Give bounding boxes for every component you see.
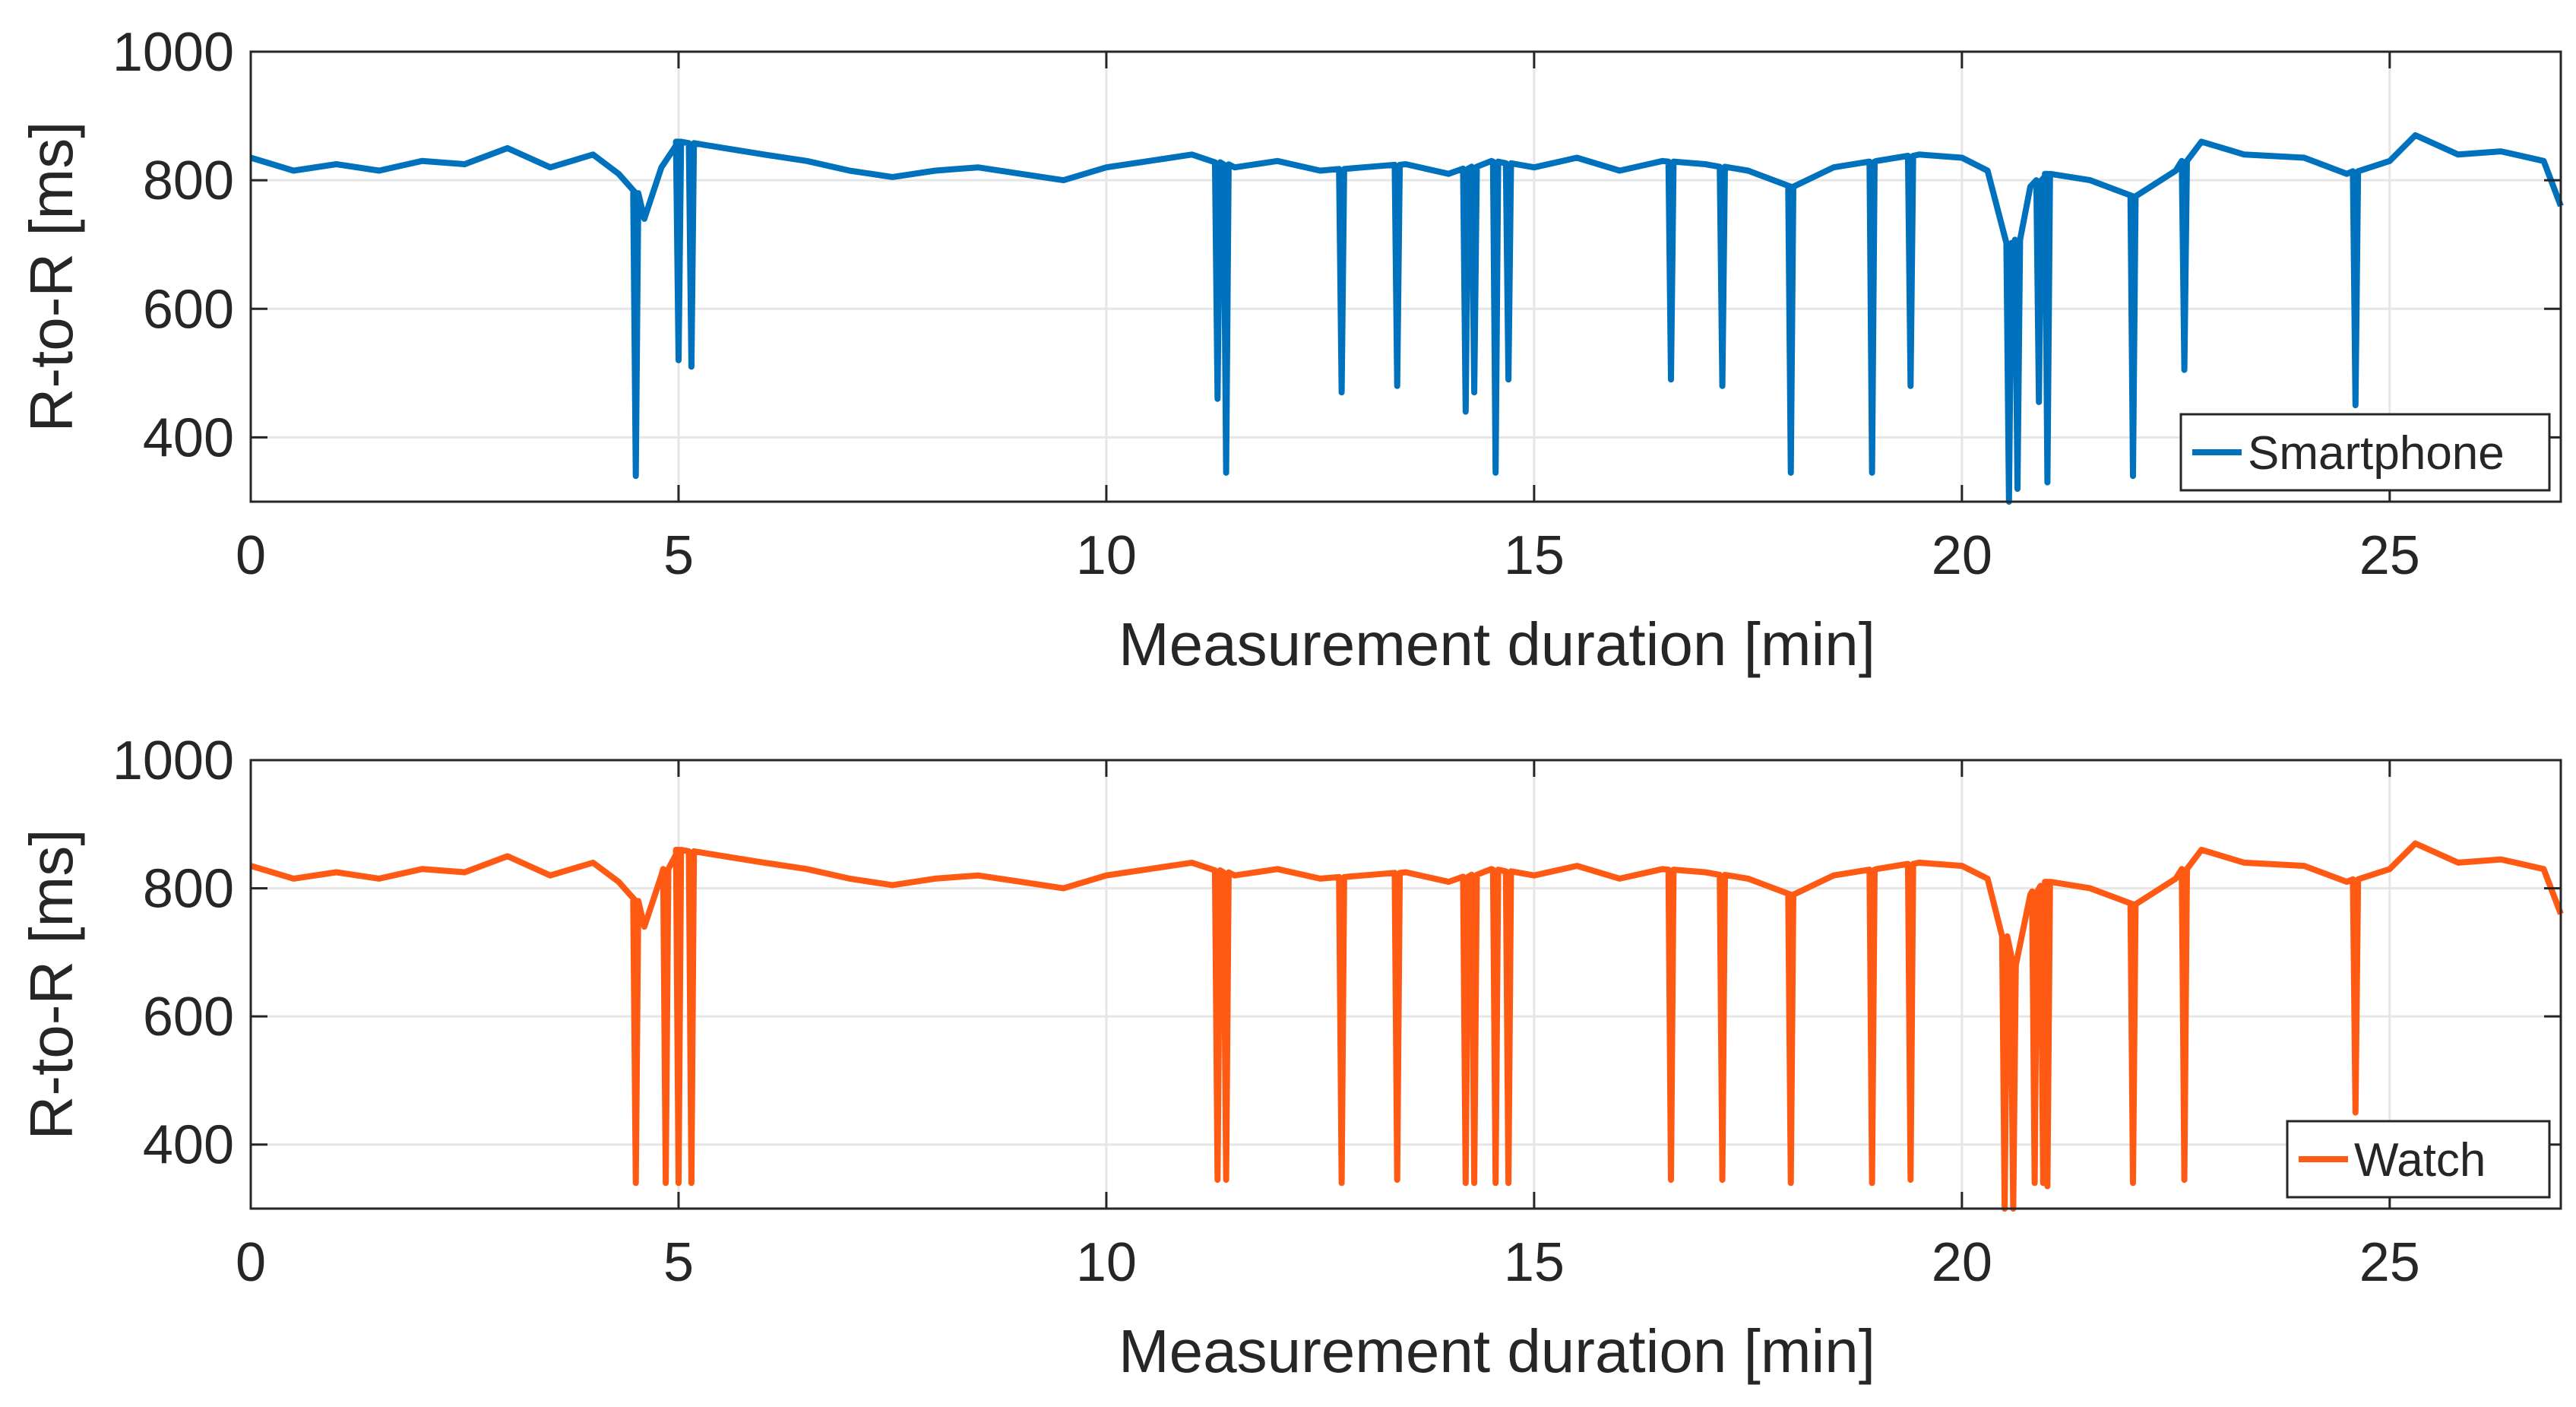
x-axis-label: Measurement duration [min] xyxy=(1119,1317,1875,1385)
spike-point xyxy=(2355,404,2356,406)
spike-point xyxy=(1670,379,1672,380)
spike-point xyxy=(2046,482,2048,483)
spike-point xyxy=(1473,391,1475,393)
spike-point xyxy=(1465,1182,1467,1184)
x-tick-label: 15 xyxy=(1504,525,1565,586)
x-tick-label: 20 xyxy=(1932,525,1992,586)
y-tick-label: 600 xyxy=(143,987,234,1047)
x-tick-label: 5 xyxy=(663,525,694,586)
x-tick-label: 25 xyxy=(2359,525,2420,586)
x-tick-label: 20 xyxy=(1932,1232,1992,1293)
spike-point xyxy=(1910,385,1911,387)
spike-point xyxy=(635,475,637,477)
x-tick-label: 5 xyxy=(663,1232,694,1293)
legend-label: Smartphone xyxy=(2248,427,2505,480)
smartphone-panel: 0 5 10 15 20 25 400 600 800 1000 Measurement durat… xyxy=(17,22,2564,678)
spike-point xyxy=(2046,1186,2048,1187)
spike-point xyxy=(1341,391,1343,393)
spike-point xyxy=(2034,1182,2036,1184)
legend-box xyxy=(2179,413,2551,492)
y-tick-label: 1000 xyxy=(112,22,234,83)
axes-box xyxy=(249,759,2562,1210)
y-tick-label: 600 xyxy=(143,279,234,340)
spike-point xyxy=(2017,488,2018,490)
x-tick-label: 15 xyxy=(1504,1232,1565,1293)
spike-point xyxy=(678,1182,679,1184)
spike-point xyxy=(2132,475,2134,477)
y-tick-label: 800 xyxy=(143,859,234,920)
x-tick-label: 25 xyxy=(2359,1232,2420,1293)
x-tick-label: 0 xyxy=(236,525,266,586)
spike-point xyxy=(635,1182,637,1184)
spike-point xyxy=(1790,472,1792,474)
y-tick-label: 1000 xyxy=(112,730,234,791)
spike-point xyxy=(1722,385,1723,387)
y-axis-label: R-to-R [ms] xyxy=(17,829,85,1140)
spike-point xyxy=(1508,379,1509,380)
plot-area xyxy=(251,760,2561,1209)
x-tick-label: 0 xyxy=(236,1232,266,1293)
spike-point xyxy=(2355,1112,2356,1114)
spike-point xyxy=(1341,1182,1343,1184)
series-line-smartphone xyxy=(249,132,2564,505)
legend-label: Watch xyxy=(2354,1134,2486,1187)
spike-point xyxy=(1465,411,1467,413)
spike-point xyxy=(1473,1182,1475,1184)
x-tick-label: 10 xyxy=(1076,1232,1137,1293)
y-tick-label: 400 xyxy=(143,1115,234,1176)
spike-point xyxy=(2184,369,2185,371)
x-tick-label: 10 xyxy=(1076,525,1137,586)
series-line-watch xyxy=(249,840,2564,1212)
y-tick-label: 800 xyxy=(143,151,234,211)
watch-panel: 0 5 10 15 20 25 400 600 800 1000 Measurement durat… xyxy=(17,730,2564,1385)
spike-point xyxy=(1495,1182,1496,1184)
spike-point xyxy=(1508,1182,1509,1184)
spike-point xyxy=(2038,401,2040,403)
y-axis-label: R-to-R [ms] xyxy=(17,122,85,433)
spike-point xyxy=(1495,472,1496,474)
spike-point xyxy=(2132,1182,2134,1184)
y-tick-label: 400 xyxy=(143,407,234,468)
spike-point xyxy=(1217,398,1218,400)
axes-box xyxy=(249,50,2562,503)
x-axis-label: Measurement duration [min] xyxy=(1119,610,1875,678)
spike-point xyxy=(1790,1182,1792,1184)
